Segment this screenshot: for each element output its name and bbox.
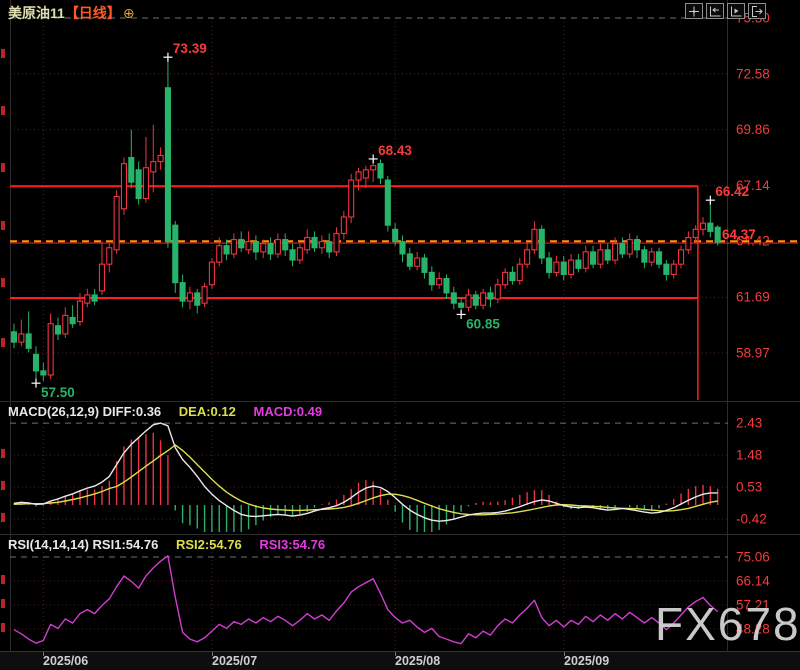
- svg-text:48.28: 48.28: [736, 621, 770, 636]
- svg-text:67.14: 67.14: [736, 178, 770, 193]
- macd-value: MACD:0.49: [253, 404, 323, 419]
- svg-text:57.21: 57.21: [736, 597, 770, 612]
- svg-text:60.85: 60.85: [466, 316, 500, 331]
- axis-scale-left-button[interactable]: [706, 3, 724, 19]
- month-label: 2025/08: [395, 654, 441, 668]
- month-tick: [395, 652, 396, 656]
- date-axis: 2025/06 2025/07 2025/08 2025/09: [0, 651, 800, 670]
- clipped-left-axis-label: [1, 449, 5, 458]
- svg-text:75.06: 75.06: [736, 550, 770, 565]
- svg-text:69.86: 69.86: [736, 122, 770, 137]
- rsi1-value: RSI(14,14,14) RSI1:54.76: [8, 537, 159, 552]
- rsi-header: RSI(14,14,14) RSI1:54.76 RSI2:54.76 RSI3…: [8, 537, 325, 552]
- crosshair-icon: [688, 6, 700, 17]
- panel-separator: [0, 401, 800, 402]
- month-tick: [212, 652, 213, 656]
- month-label: 2025/09: [564, 654, 610, 668]
- main-candlestick-plot[interactable]: 75.3072.5869.8667.1464.4261.6958.9773.39…: [0, 0, 800, 401]
- svg-text:72.58: 72.58: [736, 66, 770, 81]
- svg-text:64.42: 64.42: [736, 234, 770, 249]
- svg-text:73.39: 73.39: [173, 41, 207, 56]
- chart-title: 美原油11【日线】 ⊕: [8, 3, 135, 23]
- symbol-name: 美原油11: [8, 5, 65, 21]
- clipped-left-axis-label: [1, 338, 5, 347]
- clipped-left-axis-label: [1, 599, 5, 608]
- crosshair-tool-button[interactable]: [685, 3, 703, 19]
- clipped-left-axis-label: [1, 106, 5, 115]
- chart-toolbar: [685, 3, 766, 19]
- clipped-left-axis-label: [1, 163, 5, 172]
- clipped-left-axis-label: [1, 623, 5, 632]
- svg-text:58.97: 58.97: [736, 346, 770, 361]
- svg-text:1.48: 1.48: [736, 448, 762, 463]
- rsi2-value: RSI2:54.76: [175, 537, 242, 552]
- axis-play-icon: [730, 6, 742, 17]
- svg-text:61.69: 61.69: [736, 290, 770, 305]
- svg-text:66.14: 66.14: [736, 573, 770, 588]
- month-tick: [43, 652, 44, 656]
- month-label: 2025/07: [212, 654, 258, 668]
- clipped-left-axis-label: [1, 481, 5, 490]
- clipped-left-axis-label: [1, 575, 5, 584]
- month-label: 2025/06: [43, 654, 89, 668]
- clipped-left-axis-label: [1, 221, 5, 230]
- plot-left-border: [10, 0, 11, 651]
- clipped-left-axis-label: [1, 49, 5, 58]
- clipped-left-axis-label: [1, 278, 5, 287]
- macd-params-diff-value: MACD(26,12,9) DIFF:0.36: [8, 404, 162, 419]
- svg-text:57.50: 57.50: [41, 385, 75, 400]
- panel-separator: [0, 534, 800, 535]
- month-tick: [564, 652, 565, 656]
- dea-value: DEA:0.12: [178, 404, 236, 419]
- axis-divider: [727, 0, 728, 651]
- svg-text:64.37: 64.37: [722, 227, 756, 242]
- rsi3-value: RSI3:54.76: [259, 537, 326, 552]
- rsi-indicator-plot[interactable]: 75.06 66.14 57.21 48.28: [0, 534, 800, 651]
- auto-scroll-button[interactable]: [727, 3, 745, 19]
- expand-circle-icon[interactable]: ⊕: [122, 5, 135, 21]
- period-label: 【日线】: [64, 5, 121, 21]
- svg-text:68.43: 68.43: [378, 143, 412, 158]
- macd-indicator-plot[interactable]: 2.43 1.48 0.53 -0.42: [0, 401, 800, 534]
- clipped-left-axis-label: [1, 513, 5, 522]
- svg-text:66.42: 66.42: [715, 184, 749, 199]
- svg-text:-0.42: -0.42: [736, 512, 767, 527]
- macd-header: MACD(26,12,9) DIFF:0.36 DEA:0.12 MACD:0.…: [8, 404, 322, 419]
- axis-left-arrow-icon: [709, 6, 721, 17]
- svg-text:2.43: 2.43: [736, 416, 762, 431]
- svg-text:0.53: 0.53: [736, 480, 762, 495]
- fx678-watermark: FX678: [655, 598, 800, 650]
- exit-chart-button[interactable]: [748, 3, 766, 19]
- exit-arrow-icon: [751, 5, 763, 17]
